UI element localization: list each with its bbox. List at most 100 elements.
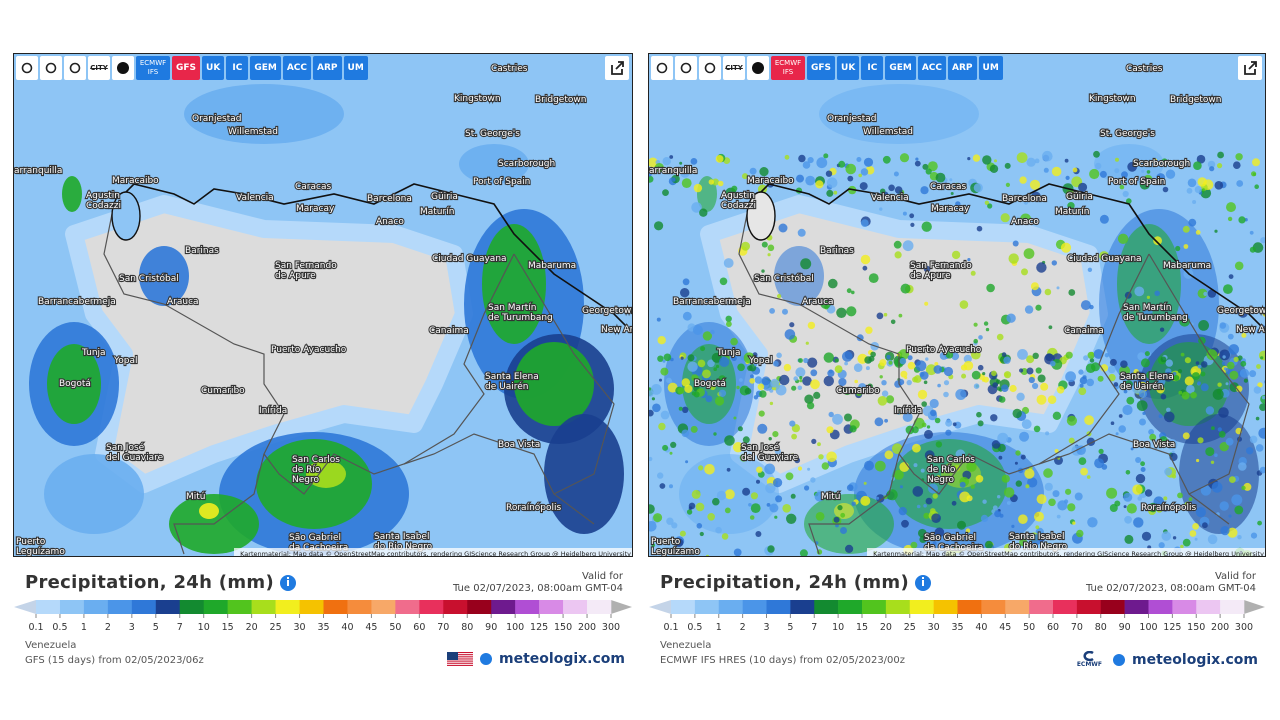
rain-cell — [960, 364, 968, 371]
rain-cell — [1045, 353, 1053, 361]
rain-cell — [686, 509, 693, 515]
city-toggle[interactable]: CITY — [88, 56, 110, 80]
rain-cell — [765, 483, 776, 494]
model-button[interactable]: GFS — [807, 56, 836, 80]
model-button[interactable]: IC — [226, 56, 249, 80]
rain-cell — [756, 479, 760, 484]
rain-cell — [669, 484, 673, 489]
rain-cell — [1229, 476, 1236, 483]
rain-cell — [862, 265, 868, 271]
legend-label: 0.5 — [52, 622, 67, 633]
location-button[interactable] — [675, 56, 697, 80]
model-run: ECMWF IFS HRES (10 days) from 02/05/2023… — [660, 655, 906, 666]
rain-cell — [950, 192, 954, 195]
rain-cell — [807, 467, 811, 471]
rain-cell — [915, 157, 919, 161]
rain-cell — [786, 513, 797, 524]
place-label-line: Ciudad Guayana — [1067, 254, 1142, 264]
model-button[interactable]: ECMWF IFS — [771, 56, 805, 80]
place-label-line: San Martín — [1123, 303, 1172, 313]
model-button[interactable]: ACC — [282, 56, 312, 80]
share-button[interactable] — [605, 56, 629, 80]
place-label-line: Codazzi — [721, 201, 756, 211]
rain-cell — [687, 361, 698, 372]
refresh-button[interactable] — [651, 56, 673, 80]
rain-cell — [712, 178, 719, 186]
rain-cell — [1243, 378, 1248, 383]
rain-cell — [1159, 327, 1165, 332]
zoom-button[interactable] — [699, 56, 721, 80]
rain-cell — [1141, 169, 1145, 173]
legend: 0.1 0.5 1 2 3 5 7 10 15 20 25 30 35 40 45 50 60 70 80 90 100… — [649, 600, 1265, 633]
model-button[interactable]: ACC — [917, 56, 947, 80]
place-label-line: São Gabriel — [289, 533, 341, 543]
place-label: San José del Guaviare — [741, 442, 799, 463]
rain-cell — [1048, 325, 1053, 330]
legend-swatch — [718, 600, 743, 614]
rain-cell — [846, 484, 854, 492]
place-label: Puerto Leguízamo — [16, 537, 65, 557]
legend-swatch — [36, 600, 61, 614]
rain-cell — [714, 396, 725, 406]
rain-cell — [1065, 351, 1073, 359]
model-button[interactable]: ARP — [313, 56, 342, 80]
model-button[interactable]: UM — [343, 56, 368, 80]
info-icon[interactable] — [279, 575, 296, 591]
legend-label: 3 — [763, 622, 769, 633]
place-label: Mabaruma — [528, 261, 576, 271]
model-button[interactable]: ECMWF IFS — [136, 56, 170, 80]
rain-cell — [1214, 453, 1218, 458]
dot-button[interactable] — [747, 56, 769, 80]
place-label-line: Maracaibo — [747, 176, 794, 186]
rain-cell — [1124, 380, 1133, 389]
rain-cell — [663, 353, 672, 362]
rain-cell — [883, 312, 888, 317]
legend-label: 45 — [999, 622, 1011, 633]
dot-button[interactable] — [112, 56, 134, 80]
rain-cell — [1043, 468, 1053, 478]
rain-cell — [959, 481, 966, 488]
rain-cell — [838, 377, 847, 387]
rain-cell — [826, 426, 834, 434]
model-run: GFS (15 days) from 02/05/2023/06z — [25, 655, 204, 666]
rain-cell — [691, 202, 702, 213]
model-button[interactable]: IC — [861, 56, 884, 80]
place-label-line: Maracaibo — [112, 176, 159, 186]
location-button[interactable] — [40, 56, 62, 80]
rain-cell — [1006, 501, 1011, 505]
rain-cell — [814, 491, 825, 502]
rain-cell — [893, 171, 899, 177]
zoom-button[interactable] — [64, 56, 86, 80]
rain-cell — [1093, 150, 1100, 158]
place-label: Scarborough — [498, 159, 555, 169]
share-button[interactable] — [1238, 56, 1262, 80]
model-button[interactable]: UM — [978, 56, 1003, 80]
model-button[interactable]: UK — [202, 56, 225, 80]
model-button[interactable]: ARP — [948, 56, 977, 80]
rain-cell — [834, 358, 839, 363]
legend-swatch — [587, 600, 612, 614]
city-toggle[interactable]: CITY — [723, 56, 745, 80]
model-button[interactable]: UK — [837, 56, 860, 80]
rain-cell — [1233, 356, 1239, 362]
map: Castries Kingstown Bridgetown Oranjestad Wil… — [13, 53, 633, 557]
rain-cell — [1045, 431, 1050, 436]
rain-cell — [1016, 152, 1028, 163]
rain-cell — [854, 379, 858, 384]
toolbar: CITY ECMWF IFS GFS UK IC GEM ACC ARP UM — [651, 56, 1003, 80]
place-label: Anaco — [1011, 217, 1039, 227]
rain-cell — [1237, 355, 1243, 361]
rain-cell — [1025, 484, 1030, 489]
place-label-line: Santa Isabel — [1009, 532, 1064, 542]
refresh-button[interactable] — [16, 56, 38, 80]
info-icon[interactable] — [914, 575, 931, 591]
rain-cell — [1237, 535, 1242, 540]
model-button[interactable]: GEM — [885, 56, 916, 80]
rain-cell — [932, 493, 938, 499]
model-button[interactable]: GEM — [250, 56, 281, 80]
rain-cell — [807, 321, 816, 330]
rain-cell — [1162, 186, 1169, 193]
rain-cell — [1087, 267, 1093, 272]
model-button[interactable]: GFS — [172, 56, 201, 80]
rain-cell — [816, 157, 828, 169]
